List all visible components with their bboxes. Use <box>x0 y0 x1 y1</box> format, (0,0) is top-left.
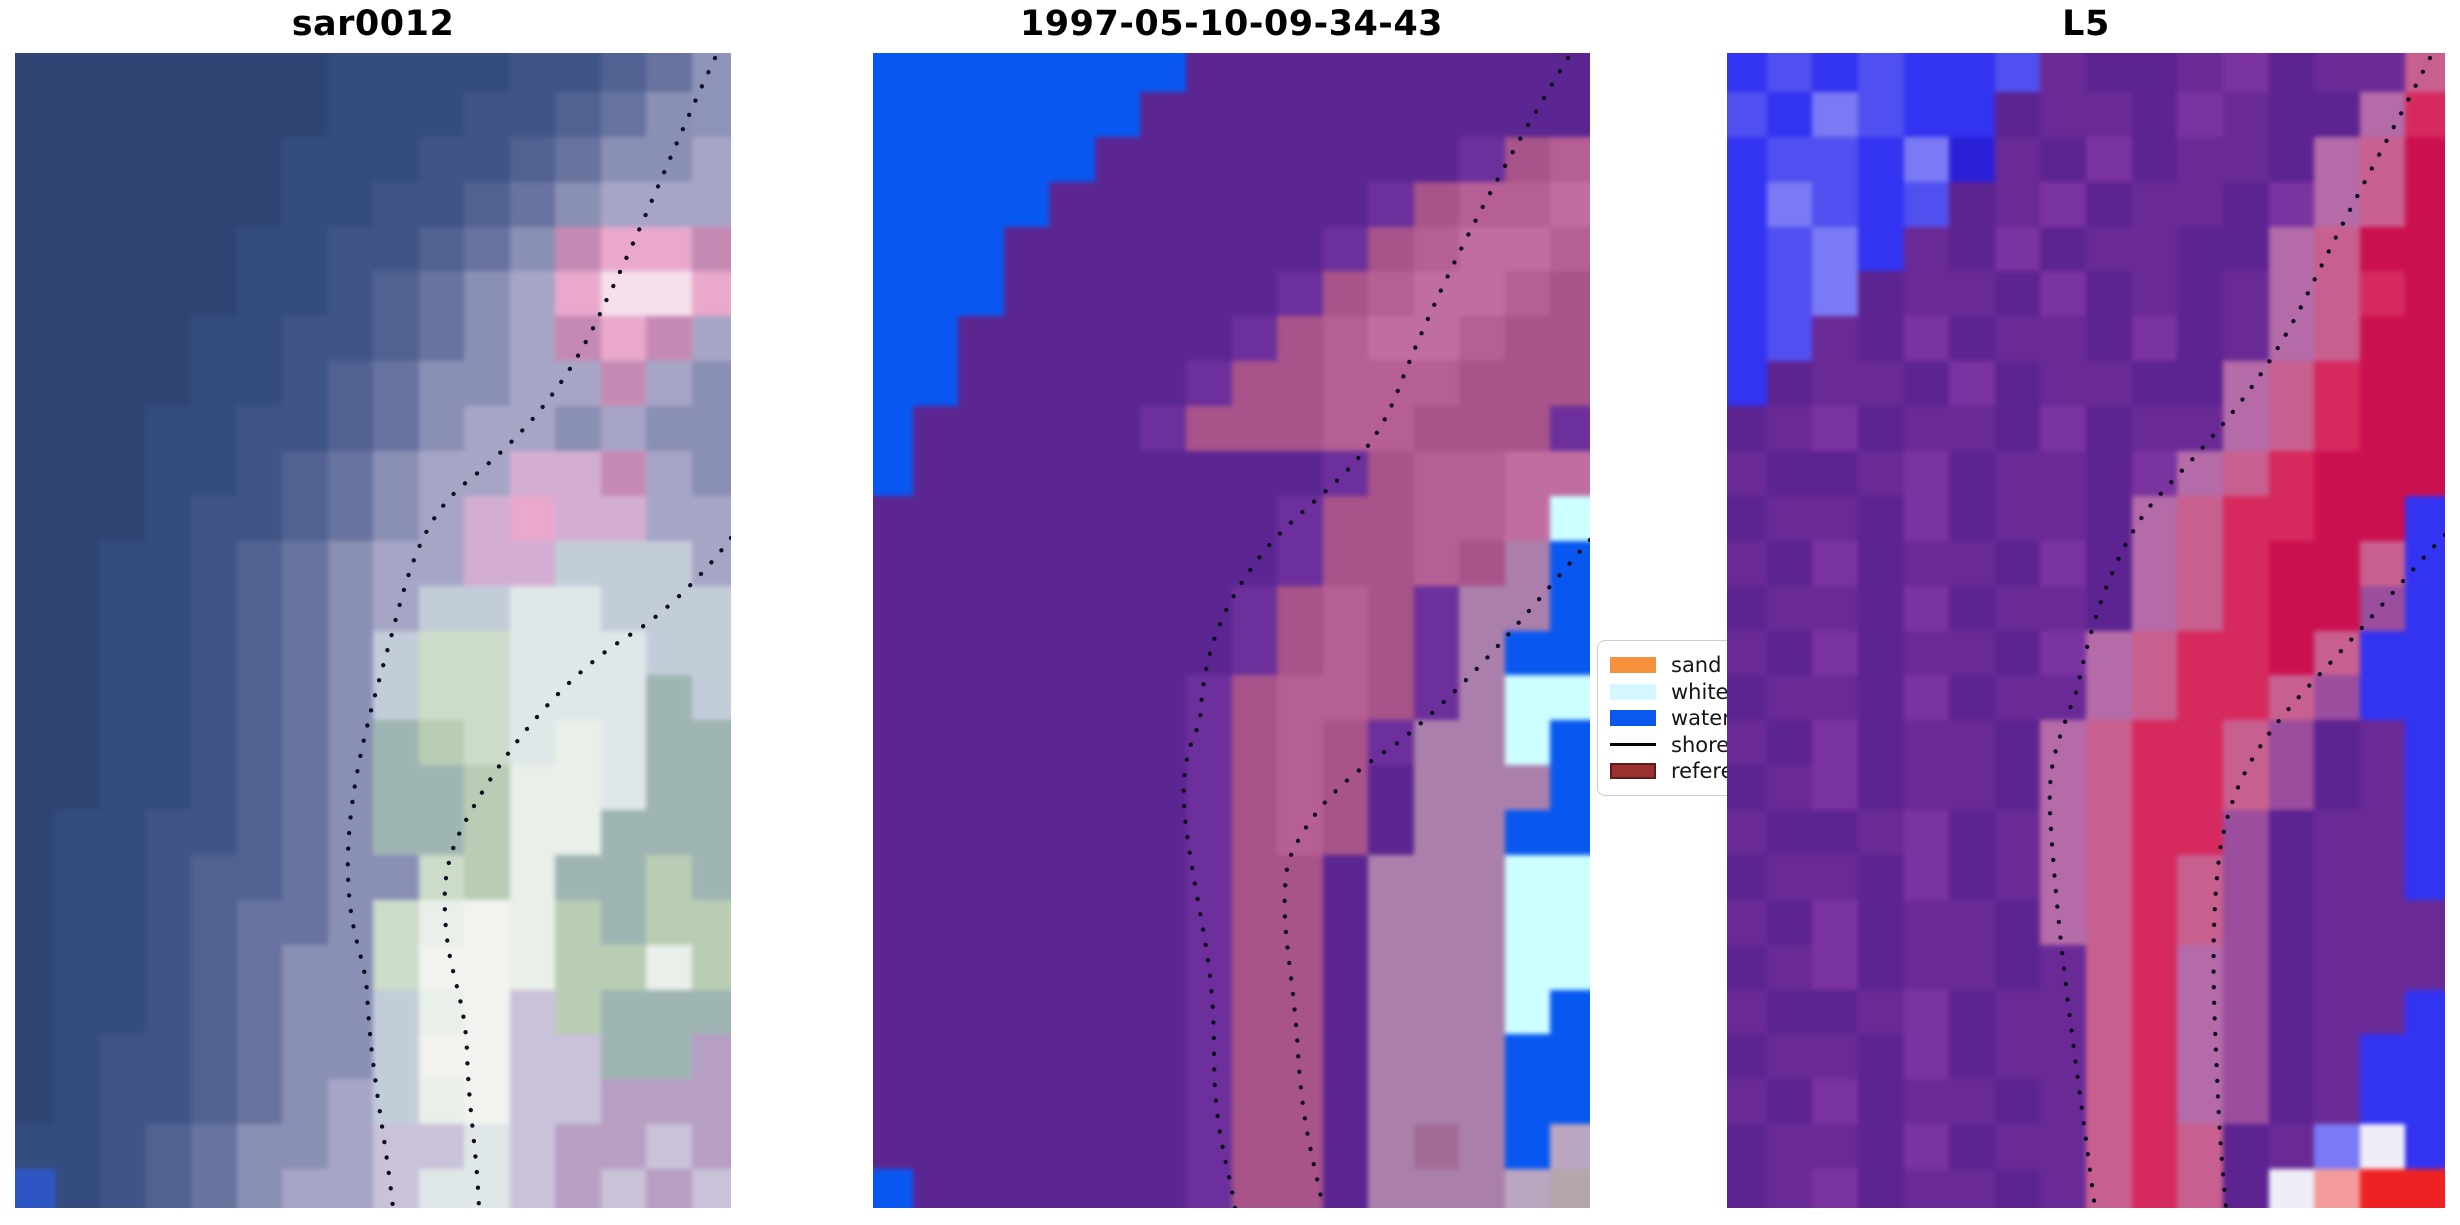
whitewater-swatch-icon <box>1610 683 1656 700</box>
legend-entry-sand: sand <box>1610 652 1840 678</box>
shoreline-dotted-line <box>442 535 731 1208</box>
shoreline-line-icon <box>1610 743 1656 746</box>
legend-label: water <box>1671 706 1731 730</box>
shoreline-dotted-line <box>1282 537 1590 1208</box>
l5-shoreline-overlay <box>2047 55 2445 1208</box>
legend-entry-water: water <box>1610 705 1840 731</box>
l5-pixel-mosaic <box>1727 53 2445 1208</box>
panel-l5-image <box>1727 53 2445 1208</box>
shoreline-dotted-line <box>2211 532 2445 1208</box>
panel-title-sar: sar0012 <box>291 4 455 44</box>
shoreline-dotted-line <box>345 55 718 1208</box>
classified-pixel-mosaic <box>873 53 1590 1208</box>
legend-label: sand <box>1671 653 1722 677</box>
water-swatch-icon <box>1610 710 1656 726</box>
reference-swatch-icon <box>1610 763 1656 779</box>
shoreline-dotted-line <box>2047 55 2433 1208</box>
panel-title-date: 1997-05-10-09-34-43 <box>1019 4 1444 44</box>
panel-classified-image <box>873 53 1590 1208</box>
classified-shoreline-overlay <box>1181 55 1590 1208</box>
sar0012-shoreline-overlay <box>345 55 731 1208</box>
panel-title-l5: L5 <box>2062 4 2110 44</box>
panel-sar0012-image <box>15 53 731 1208</box>
shoreline-dotted-line <box>1181 55 1571 1208</box>
sar0012-pixel-mosaic <box>15 53 731 1208</box>
sand-swatch-icon <box>1610 657 1656 673</box>
